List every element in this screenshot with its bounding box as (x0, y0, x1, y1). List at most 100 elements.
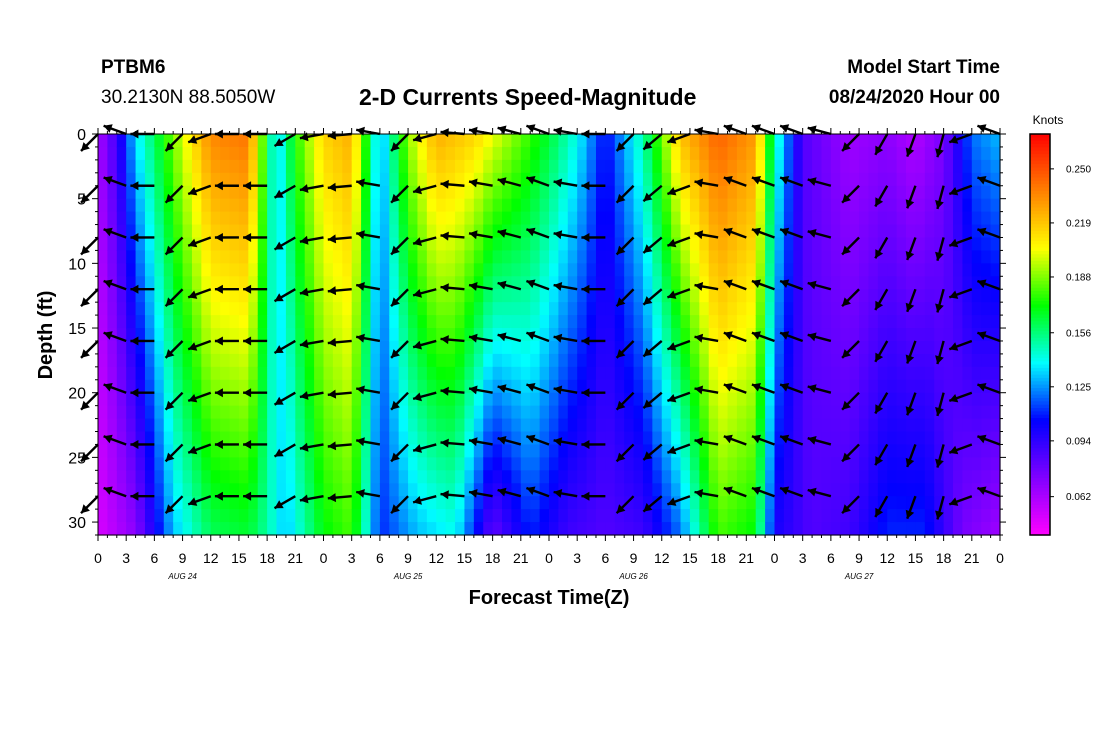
heat-cell (398, 211, 409, 226)
heat-cell (473, 289, 484, 303)
heat-cell (342, 328, 353, 342)
heat-cell (229, 392, 240, 407)
heat-cell (896, 315, 907, 329)
heat-cell (924, 211, 935, 226)
heat-cell (990, 159, 1001, 174)
heat-cell (868, 522, 879, 536)
x-tick-label: 6 (150, 550, 158, 566)
heat-cell (943, 405, 954, 420)
heat-cell (238, 276, 249, 290)
colorbar-segment (1030, 307, 1050, 312)
heat-cell (614, 340, 625, 355)
heat-cell (135, 328, 146, 342)
heat-cell (549, 185, 559, 200)
heat-cell (624, 172, 635, 187)
heat-cell (483, 134, 494, 148)
heat-cell (530, 340, 541, 355)
heat-cell (257, 159, 268, 174)
heat-cell (238, 198, 249, 213)
heat-cell (727, 392, 738, 407)
heat-cell (699, 457, 710, 471)
current-vector-arrow (581, 491, 606, 501)
heat-cell (915, 353, 926, 368)
heat-cell (793, 470, 804, 484)
heat-cell (370, 134, 381, 148)
heat-cell (849, 146, 860, 161)
heat-cell (567, 328, 578, 342)
heat-cell (953, 198, 964, 213)
heat-cell (408, 134, 419, 148)
heat-cell (107, 302, 118, 316)
current-vector-arrow (187, 236, 212, 248)
heat-cell (802, 198, 813, 213)
colorbar-segment (1030, 444, 1050, 449)
heat-cell (595, 328, 606, 342)
heat-cell (981, 302, 992, 316)
heat-cell (182, 185, 193, 200)
heat-cell (351, 353, 362, 368)
current-vector-arrow (390, 133, 409, 152)
heat-cell (567, 224, 578, 239)
heat-cell (520, 522, 531, 536)
colorbar-segment (1030, 160, 1050, 165)
heat-cell (229, 198, 240, 213)
heat-cell (689, 185, 700, 200)
heat-cell (915, 250, 926, 264)
heat-cell (455, 224, 466, 239)
heat-cell (887, 224, 898, 239)
heat-cell (304, 211, 315, 226)
heat-cell (990, 198, 1001, 213)
heat-cell (417, 159, 428, 174)
heat-cell (154, 470, 165, 484)
heat-cell (605, 522, 616, 536)
heat-cell (191, 353, 202, 368)
heat-cell (182, 302, 193, 316)
heat-cell (144, 134, 155, 148)
heat-cell (802, 496, 813, 510)
heat-cell (906, 392, 917, 407)
heat-cell (285, 340, 296, 355)
heat-cell (511, 159, 522, 174)
heat-cell (652, 379, 663, 394)
heat-cell (98, 185, 108, 200)
heat-cell (332, 418, 343, 433)
heat-cell (689, 457, 700, 471)
heat-cell (821, 185, 832, 200)
heat-cell (163, 379, 174, 394)
heat-cell (906, 237, 917, 252)
heat-cell (642, 276, 653, 290)
heat-cell (267, 315, 278, 329)
heat-cell (135, 392, 146, 407)
heat-cell (436, 172, 447, 187)
heat-cell (361, 198, 372, 213)
current-vector-arrow (751, 176, 775, 187)
heat-cell (680, 289, 691, 303)
heat-cell (924, 444, 935, 458)
heat-cell (483, 457, 494, 471)
heat-cell (332, 470, 343, 484)
heat-cell (135, 483, 146, 497)
heat-cell (483, 353, 494, 368)
colorbar-segment (1030, 267, 1050, 272)
heat-cell (135, 185, 146, 200)
heat-cell (671, 470, 682, 484)
heat-cell (220, 340, 231, 355)
heat-cell (680, 379, 691, 394)
heat-cell (473, 328, 484, 342)
heat-cell (426, 366, 437, 381)
heat-cell (408, 366, 419, 381)
heat-cell (990, 211, 1001, 226)
heat-cell (718, 457, 729, 471)
heat-cell (849, 366, 860, 381)
heat-cell (483, 340, 494, 355)
heat-cell (990, 496, 1001, 510)
heat-cell (520, 444, 531, 458)
heat-cell (163, 328, 174, 342)
heat-cell (567, 431, 578, 446)
heat-cell (671, 457, 682, 471)
heat-cell (445, 328, 456, 342)
heat-cell (595, 263, 606, 277)
heat-cell (915, 159, 926, 174)
heat-cell (868, 198, 879, 213)
heat-cell (379, 444, 390, 458)
